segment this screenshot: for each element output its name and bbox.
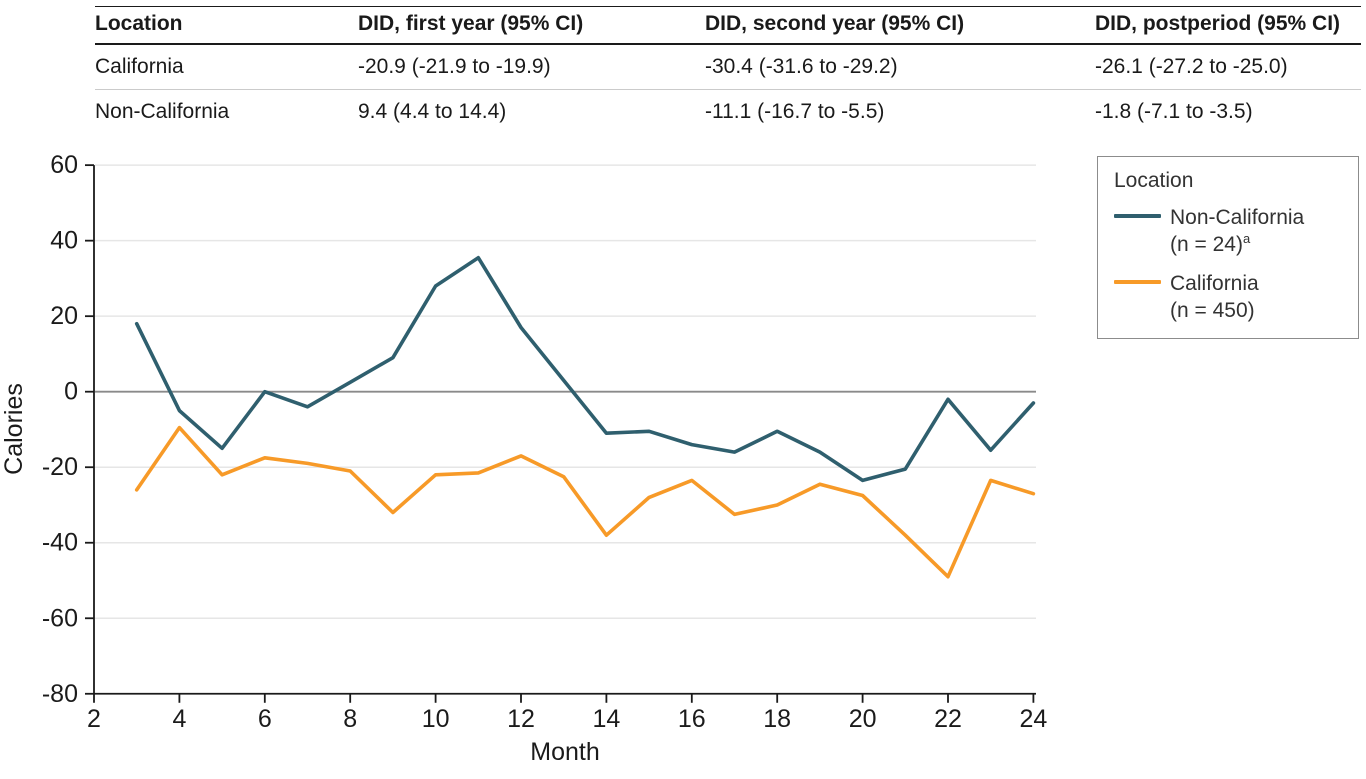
col-header-postperiod: DID, postperiod (95% CI) — [1095, 6, 1361, 45]
x-tick-label: 14 — [592, 705, 620, 733]
x-tick-label: 4 — [172, 705, 186, 733]
col-header-first-year: DID, first year (95% CI) — [358, 6, 705, 45]
y-tick-label: -60 — [42, 604, 78, 632]
legend-entry-california: California (n = 450) — [1114, 270, 1352, 325]
table-header-row: Location DID, first year (95% CI) DID, s… — [95, 6, 1361, 45]
did-summary-table: Location DID, first year (95% CI) DID, s… — [95, 6, 1361, 134]
cell-second-year: -11.1 (-16.7 to -5.5) — [705, 100, 885, 123]
cell-postperiod: -1.8 (-7.1 to -3.5) — [1095, 100, 1253, 123]
x-tick-label: 6 — [258, 705, 272, 733]
x-tick-label: 18 — [763, 705, 791, 733]
california-line-swatch — [1114, 279, 1161, 284]
col-header-second-year: DID, second year (95% CI) — [705, 6, 1095, 45]
non-california-line — [134, 255, 1036, 483]
y-tick-label: -40 — [42, 529, 78, 557]
legend-entry-non-california: Non-California (n = 24)a — [1114, 204, 1352, 259]
x-tick-label: 20 — [849, 705, 877, 733]
table-row: California -20.9 (-21.9 to -19.9) -30.4 … — [95, 44, 1361, 90]
x-tick-label: 10 — [422, 705, 450, 733]
legend-label: Non-California (n = 24)a — [1170, 204, 1304, 259]
california-line — [134, 425, 1036, 579]
legend-series-count: (n = 24) — [1170, 233, 1243, 257]
y-tick-label: -80 — [42, 680, 78, 708]
cell-location: Non-California — [95, 100, 230, 123]
table-row: Non-California 9.4 (4.4 to 14.4) -11.1 (… — [95, 90, 1361, 135]
x-tick-label: 2 — [87, 705, 101, 733]
cell-postperiod: -26.1 (-27.2 to -25.0) — [1095, 44, 1361, 90]
y-axis-title: Calories — [0, 383, 28, 475]
calorie-line-chart: 60 40 20 0 -20 -40 -60 -80 2 4 6 8 10 12 14 16 18 20 22 24 C… — [0, 140, 1366, 774]
x-tick-label: 22 — [934, 705, 962, 733]
legend-series-name: California — [1170, 271, 1259, 295]
legend-series-name: Non-California — [1170, 206, 1305, 229]
x-tick-label: 12 — [507, 705, 535, 733]
cell-location: California — [95, 44, 358, 90]
y-tick-label: 20 — [50, 302, 78, 330]
col-header-location: Location — [95, 6, 358, 45]
chart-legend: Location Non-California (n = 24)a Califo… — [1097, 156, 1359, 339]
footnote-marker: a — [1242, 231, 1251, 247]
cell-first-year: -20.9 (-21.9 to -19.9) — [358, 44, 705, 90]
x-tick-label: 24 — [1019, 705, 1047, 733]
y-tick-label: 60 — [50, 151, 78, 179]
y-tick-label: 0 — [64, 378, 78, 406]
legend-label: California (n = 450) — [1170, 270, 1259, 325]
x-tick-label: 8 — [343, 705, 357, 733]
non-california-line-swatch — [1114, 214, 1161, 218]
y-tick-label: -20 — [42, 453, 78, 481]
x-axis-title: Month — [530, 738, 599, 766]
legend-series-count: (n = 450) — [1170, 298, 1255, 322]
cell-second-year: -30.4 (-31.6 to -29.2) — [705, 44, 1095, 90]
x-tick-label: 16 — [678, 705, 706, 733]
legend-title: Location — [1114, 169, 1194, 192]
cell-first-year: 9.4 (4.4 to 14.4) — [358, 100, 507, 123]
y-tick-label: 40 — [50, 227, 78, 255]
